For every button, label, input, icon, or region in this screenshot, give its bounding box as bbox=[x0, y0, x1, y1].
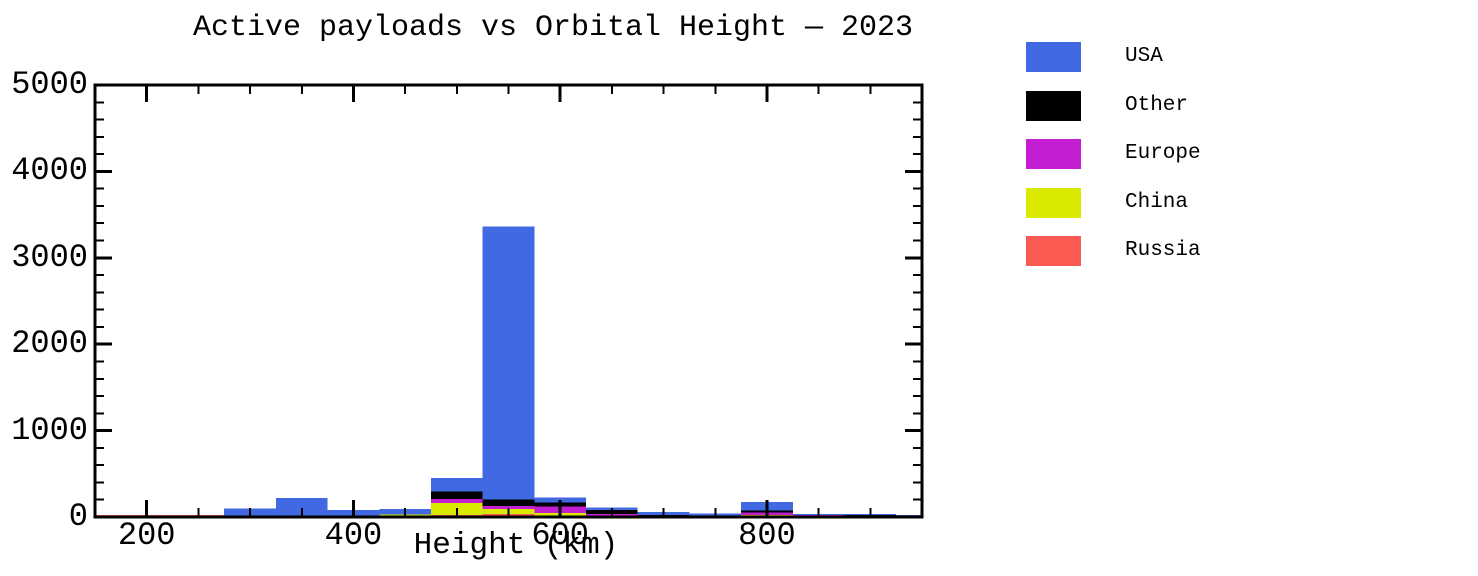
legend-label-europe: Europe bbox=[1125, 142, 1201, 165]
x-tick-label-800: 800 bbox=[738, 517, 796, 554]
bar-segment-other bbox=[482, 499, 535, 507]
legend-swatch-usa bbox=[1026, 42, 1081, 72]
x-tick-label-200: 200 bbox=[117, 517, 176, 554]
bar-segment-usa bbox=[482, 226, 535, 500]
y-tick-label-5000: 5000 bbox=[11, 66, 88, 103]
y-tick-label-0: 0 bbox=[68, 498, 88, 535]
bar-segment-europe bbox=[482, 506, 535, 509]
legend-swatch-china bbox=[1026, 187, 1081, 218]
x-axis-label: Height (km) bbox=[413, 528, 619, 563]
chart-title: Active payloads vs Orbital Height — 2023 bbox=[192, 11, 914, 45]
legend-label-other: Other bbox=[1125, 93, 1189, 117]
legend-swatch-europe bbox=[1026, 139, 1081, 169]
bar-segment-usa bbox=[430, 478, 483, 492]
x-tick-label-600: 600 bbox=[531, 517, 589, 554]
bar-segment-usa bbox=[896, 515, 922, 516]
y-tick-label-2000: 2000 bbox=[11, 325, 88, 363]
legend-label-russia: Russia bbox=[1125, 239, 1201, 262]
bar-segment-usa bbox=[275, 497, 328, 517]
y-tick-label-1000: 1000 bbox=[11, 411, 88, 449]
bar-segment-europe bbox=[430, 498, 483, 504]
legend-swatch-other bbox=[1026, 90, 1081, 121]
x-tick-label-400: 400 bbox=[324, 517, 383, 554]
legend: USA Other Europe China Russia bbox=[1026, 42, 1201, 285]
legend-entry-other: Other bbox=[1026, 90, 1201, 121]
legend-entry-usa: USA bbox=[1026, 42, 1201, 72]
legend-entry-russia: Russia bbox=[1026, 236, 1201, 266]
y-tick-label-3000: 3000 bbox=[11, 238, 88, 276]
legend-label-usa: USA bbox=[1125, 45, 1163, 68]
legend-entry-china: China bbox=[1026, 187, 1201, 218]
bar-segment-other bbox=[430, 491, 483, 499]
legend-label-china: China bbox=[1125, 190, 1189, 214]
legend-swatch-russia bbox=[1026, 236, 1081, 266]
y-tick-label-4000: 4000 bbox=[11, 152, 88, 190]
legend-entry-europe: Europe bbox=[1026, 139, 1201, 169]
